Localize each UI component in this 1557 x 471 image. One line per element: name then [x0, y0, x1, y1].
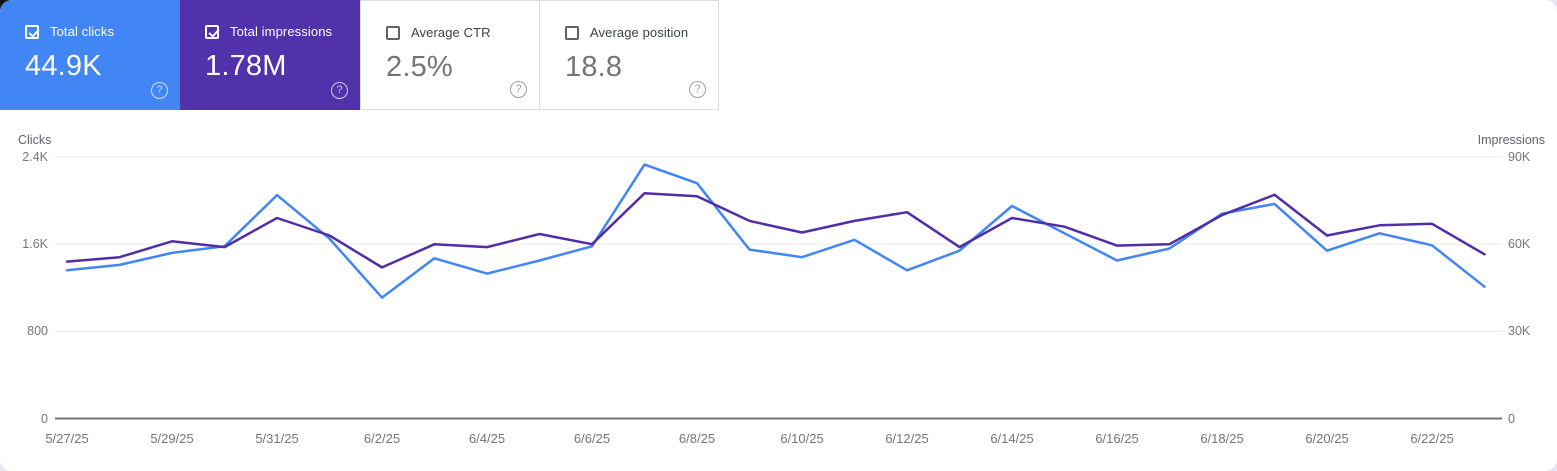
date-label: 6/6/25 [573, 431, 611, 446]
left-axis-tick: 0 [41, 411, 48, 426]
total-impressions-value: 1.78M [205, 50, 287, 82]
date-label: 6/16/25 [1095, 431, 1139, 446]
right-axis-tick: 90K [1508, 150, 1531, 164]
help-icon[interactable]: ? [151, 82, 168, 99]
card-label: Total clicks [50, 24, 115, 39]
card-average-ctr[interactable]: Average CTR 2.5% ? [360, 0, 540, 110]
help-icon[interactable]: ? [331, 82, 348, 99]
total-clicks-checkbox-icon[interactable] [25, 24, 39, 39]
date-label: 5/27/25 [45, 431, 89, 446]
right-axis-tick: 60K [1508, 237, 1531, 252]
left-axis-tick: 800 [27, 324, 48, 339]
average-ctr-value: 2.5% [386, 51, 453, 83]
right-axis-tick: 0 [1508, 411, 1515, 426]
date-label: 6/2/25 [363, 431, 401, 446]
average-position-value: 18.8 [565, 51, 623, 83]
date-label: 6/4/25 [468, 431, 506, 446]
date-label: 6/18/25 [1200, 431, 1244, 446]
card-total-clicks[interactable]: Total clicks 44.9K ? [0, 0, 180, 110]
total-clicks-value: 44.9K [25, 50, 102, 82]
help-icon[interactable]: ? [689, 81, 706, 98]
clicks-line [65, 163, 1486, 299]
card-average-position[interactable]: Average position 18.8 ? [539, 0, 719, 110]
help-icon[interactable]: ? [510, 81, 527, 98]
date-label: 6/12/25 [885, 431, 929, 446]
impressions-line [65, 192, 1486, 269]
date-label: 5/29/25 [150, 431, 194, 446]
card-total-impressions[interactable]: Total impressions 1.78M ? [180, 0, 360, 110]
right-axis-title: Impressions [1477, 133, 1545, 147]
left-axis-tick: 2.4K [22, 150, 48, 164]
total-impressions-checkbox-icon[interactable] [205, 24, 219, 39]
card-label: Total impressions [230, 24, 333, 39]
date-label: 6/22/25 [1410, 431, 1454, 446]
date-label: 6/10/25 [780, 431, 824, 446]
date-label: 6/20/25 [1305, 431, 1349, 446]
date-label: 6/8/25 [678, 431, 716, 446]
average-ctr-checkbox-icon[interactable] [386, 25, 400, 40]
left-axis-tick: 1.6K [22, 237, 48, 252]
metric-cards-row: Total clicks 44.9K ? Total impressions 1… [0, 0, 719, 110]
average-position-checkbox-icon[interactable] [565, 25, 579, 40]
left-axis-title: Clicks [18, 133, 52, 147]
card-label: Average CTR [411, 25, 491, 40]
card-label: Average position [590, 25, 689, 40]
date-label: 5/31/25 [255, 431, 299, 446]
date-label: 6/14/25 [990, 431, 1034, 446]
right-axis-tick: 30K [1508, 324, 1531, 339]
